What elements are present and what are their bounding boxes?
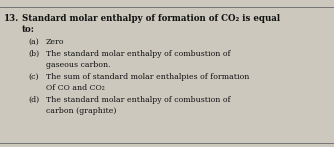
Text: (c): (c)	[28, 73, 38, 81]
Text: The sum of standard molar enthalpies of formation: The sum of standard molar enthalpies of …	[46, 73, 249, 81]
Text: 13.: 13.	[4, 14, 19, 23]
Text: The standard molar enthalpy of combustion of: The standard molar enthalpy of combustio…	[46, 50, 230, 58]
Text: gaseous carbon.: gaseous carbon.	[46, 61, 111, 69]
Text: Of CO and CO₂: Of CO and CO₂	[46, 84, 105, 92]
Text: (d): (d)	[28, 96, 39, 104]
Text: (a): (a)	[28, 38, 39, 46]
Text: Standard molar enthalpy of formation of CO₂ is equal: Standard molar enthalpy of formation of …	[22, 14, 280, 23]
Text: The standard molar enthalpy of combustion of: The standard molar enthalpy of combustio…	[46, 96, 230, 104]
Text: carbon (graphite): carbon (graphite)	[46, 107, 116, 115]
Text: Zero: Zero	[46, 38, 64, 46]
Text: to:: to:	[22, 25, 35, 34]
Text: (b): (b)	[28, 50, 39, 58]
